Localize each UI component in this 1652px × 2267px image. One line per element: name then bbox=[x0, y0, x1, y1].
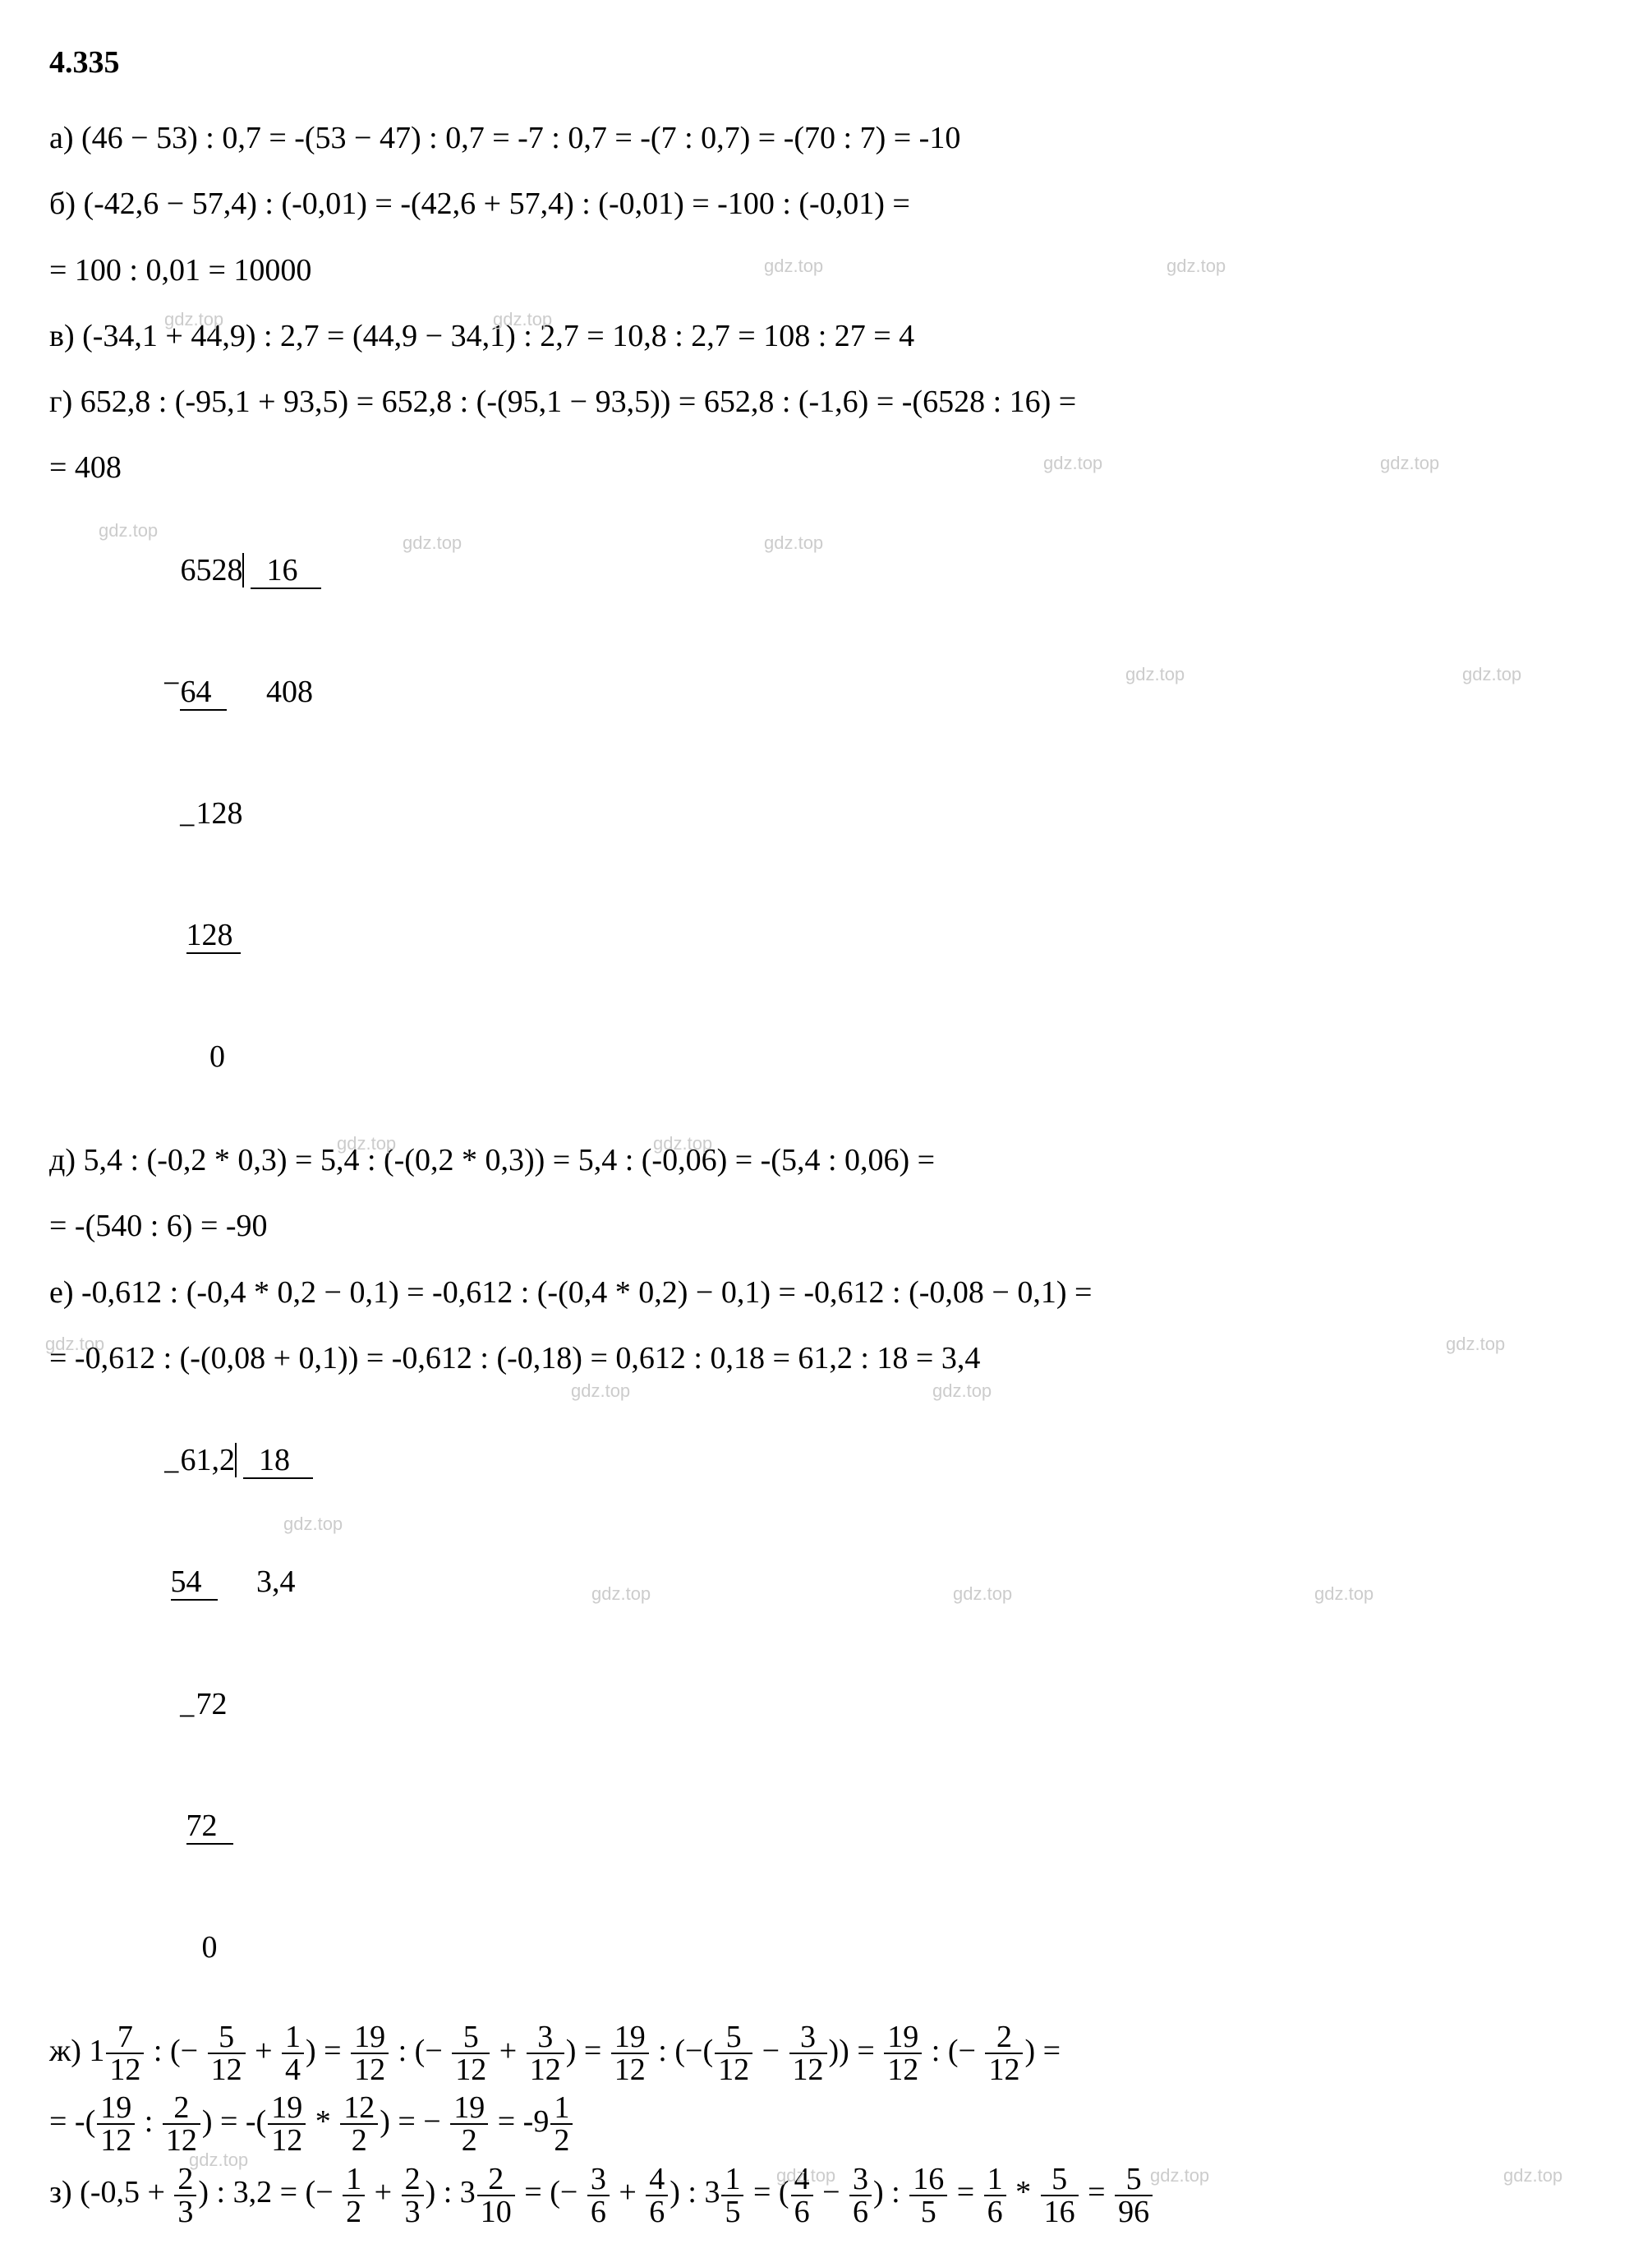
watermark: gdz.top bbox=[1462, 657, 1521, 692]
watermark: gdz.top bbox=[764, 526, 823, 560]
div-step: 72 bbox=[196, 1687, 227, 1721]
line-g2: = 408 bbox=[49, 450, 122, 485]
watermark: gdz.top bbox=[1043, 446, 1102, 481]
long-division-2: gdz.top gdz.top gdz.top gdz.top −61,2 18… bbox=[131, 1400, 1603, 2009]
watermark: gdz.top bbox=[1503, 2159, 1562, 2193]
watermark: gdz.top bbox=[1314, 1577, 1374, 1611]
watermark: gdz.top bbox=[591, 1577, 651, 1611]
watermark: gdz.top bbox=[493, 302, 552, 337]
watermark: gdz.top bbox=[653, 1127, 712, 1161]
watermark: gdz.top bbox=[337, 1127, 396, 1161]
watermark: gdz.top bbox=[1125, 657, 1185, 692]
div-step: 64 bbox=[180, 675, 211, 709]
div-step: 72 bbox=[186, 1809, 218, 1843]
watermark: gdz.top bbox=[764, 249, 823, 283]
problem-title: 4.335 bbox=[49, 33, 1603, 92]
quotient: 3,4 bbox=[256, 1564, 296, 1599]
line-a: а) (46 − 53) : 0,7 = -(53 − 47) : 0,7 = … bbox=[49, 108, 1603, 168]
div-step: 54 bbox=[171, 1564, 202, 1599]
dividend: 6528 bbox=[180, 553, 242, 587]
line-zh1: ж) 1712 : (− 512 + 14) = 1912 : (− 512 +… bbox=[49, 2021, 1603, 2085]
watermark: gdz.top bbox=[1380, 446, 1439, 481]
watermark: gdz.top bbox=[189, 2143, 248, 2177]
div-step: 128 bbox=[186, 918, 233, 952]
remainder: 0 bbox=[209, 1039, 225, 1074]
div-step: 128 bbox=[196, 796, 242, 831]
watermark: gdz.top bbox=[1167, 249, 1226, 283]
line-zh2: = -(1912 : 212) = -(1912 * 122) = − 192 … bbox=[49, 2092, 1603, 2156]
line-e2: = -0,612 : (-(0,08 + 0,1)) = -0,612 : (-… bbox=[49, 1341, 980, 1375]
dividend: 61,2 bbox=[180, 1443, 235, 1477]
watermark: gdz.top bbox=[283, 1507, 343, 1541]
remainder: 0 bbox=[202, 1930, 218, 1965]
line-b1: б) (-42,6 − 57,4) : (-0,01) = -(42,6 + 5… bbox=[49, 174, 1603, 233]
line-v: в) (-34,1 + 44,9) : 2,7 = (44,9 − 34,1) … bbox=[49, 306, 1603, 366]
watermark: gdz.top bbox=[776, 2159, 835, 2193]
divisor: 16 bbox=[266, 553, 297, 587]
line-b2: = 100 : 0,01 = 10000 bbox=[49, 253, 311, 288]
long-division-1: gdz.top gdz.top gdz.top gdz.top gdz.top … bbox=[131, 509, 1603, 1118]
line-g1: г) 652,8 : (-95,1 + 93,5) = 652,8 : (-(9… bbox=[49, 372, 1603, 431]
line-d1: д) 5,4 : (-0,2 * 0,3) = 5,4 : (-(0,2 * 0… bbox=[49, 1131, 1603, 1190]
watermark: gdz.top bbox=[99, 514, 158, 548]
watermark: gdz.top bbox=[403, 526, 462, 560]
quotient: 408 bbox=[266, 675, 313, 709]
watermark: gdz.top bbox=[1150, 2159, 1209, 2193]
divisor: 18 bbox=[259, 1443, 290, 1477]
watermark: gdz.top bbox=[164, 302, 223, 337]
line-e1: е) -0,612 : (-0,4 * 0,2 − 0,1) = -0,612 … bbox=[49, 1263, 1603, 1322]
line-d2: = -(540 : 6) = -90 bbox=[49, 1196, 1603, 1256]
watermark: gdz.top bbox=[953, 1577, 1012, 1611]
